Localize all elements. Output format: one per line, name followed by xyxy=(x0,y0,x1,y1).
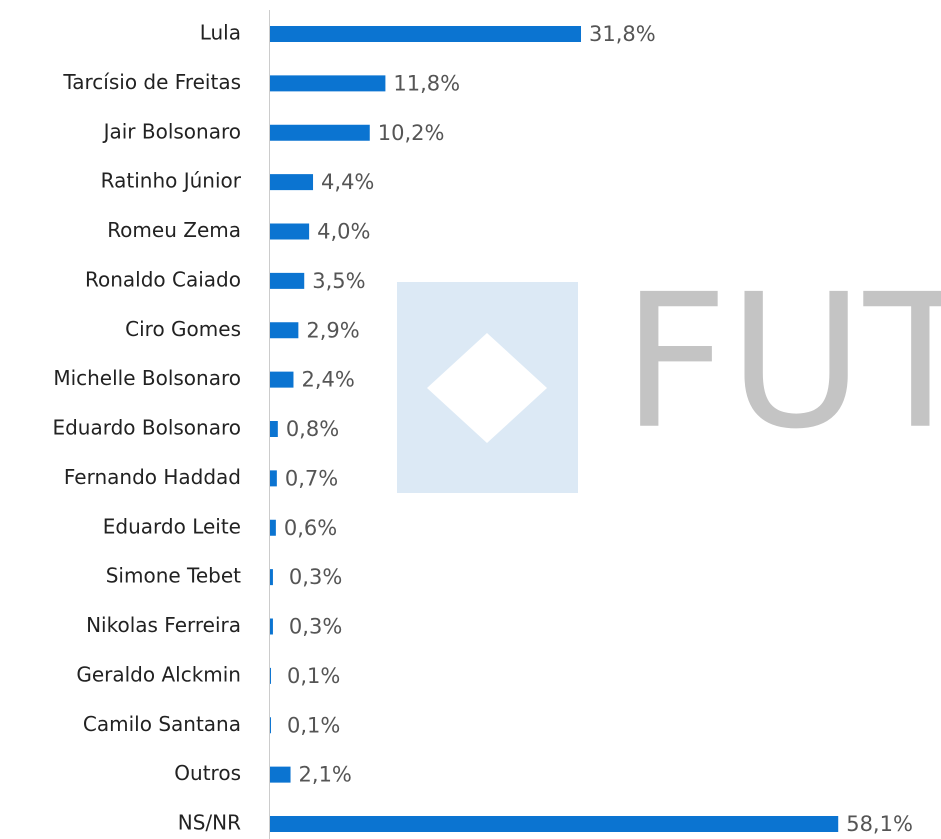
value-label: 0,3% xyxy=(289,565,342,589)
category-label: Tarcísio de Freitas xyxy=(62,70,241,94)
bar xyxy=(270,174,314,191)
bar xyxy=(270,618,273,635)
bar xyxy=(270,816,839,832)
category-label: Michelle Bolsonaro xyxy=(53,366,241,390)
bar xyxy=(270,371,294,388)
category-label: Nikolas Ferreira xyxy=(86,613,241,637)
bar xyxy=(270,667,271,684)
value-label: 58,1% xyxy=(846,812,913,836)
value-label: 2,1% xyxy=(299,763,352,787)
value-label: 10,2% xyxy=(378,121,445,145)
value-label: 3,5% xyxy=(312,269,365,293)
bar xyxy=(270,519,276,536)
value-label: 0,8% xyxy=(286,417,339,441)
category-label: Ronaldo Caiado xyxy=(85,267,241,291)
bar xyxy=(270,223,310,240)
category-label: Geraldo Alckmin xyxy=(76,662,241,686)
watermark-text: FUTU xyxy=(622,254,941,470)
bar xyxy=(270,766,291,783)
bar xyxy=(270,569,273,586)
value-label: 4,0% xyxy=(317,220,370,244)
category-label: Outros xyxy=(174,761,241,785)
value-label: 0,1% xyxy=(287,713,340,737)
value-label: 0,3% xyxy=(289,615,342,639)
value-label: 0,1% xyxy=(287,664,340,688)
category-label: Lula xyxy=(200,21,241,45)
bar xyxy=(270,75,386,92)
category-label: Eduardo Bolsonaro xyxy=(52,416,241,440)
category-label: Jair Bolsonaro xyxy=(102,119,241,143)
bar xyxy=(270,421,278,437)
bar xyxy=(270,470,277,487)
bar xyxy=(270,272,305,289)
bar xyxy=(270,124,370,141)
category-label: Romeu Zema xyxy=(107,218,241,242)
value-label: 2,4% xyxy=(301,368,354,392)
category-label: NS/NR xyxy=(178,811,241,835)
category-label: Ciro Gomes xyxy=(125,317,241,341)
bar xyxy=(270,26,582,42)
value-label: 11,8% xyxy=(393,71,460,95)
category-label: Fernando Haddad xyxy=(64,465,241,489)
watermark-diamond xyxy=(427,333,547,443)
bar xyxy=(270,322,299,339)
value-label: 4,4% xyxy=(321,170,374,194)
value-label: 0,7% xyxy=(285,466,338,490)
category-label: Ratinho Júnior xyxy=(101,169,242,193)
bar xyxy=(270,717,271,734)
category-label: Eduardo Leite xyxy=(103,514,241,538)
category-label: Camilo Santana xyxy=(83,712,241,736)
category-label: Simone Tebet xyxy=(106,564,241,588)
value-label: 2,9% xyxy=(306,318,359,342)
value-label: 0,6% xyxy=(284,516,337,540)
value-label: 31,8% xyxy=(589,22,656,46)
